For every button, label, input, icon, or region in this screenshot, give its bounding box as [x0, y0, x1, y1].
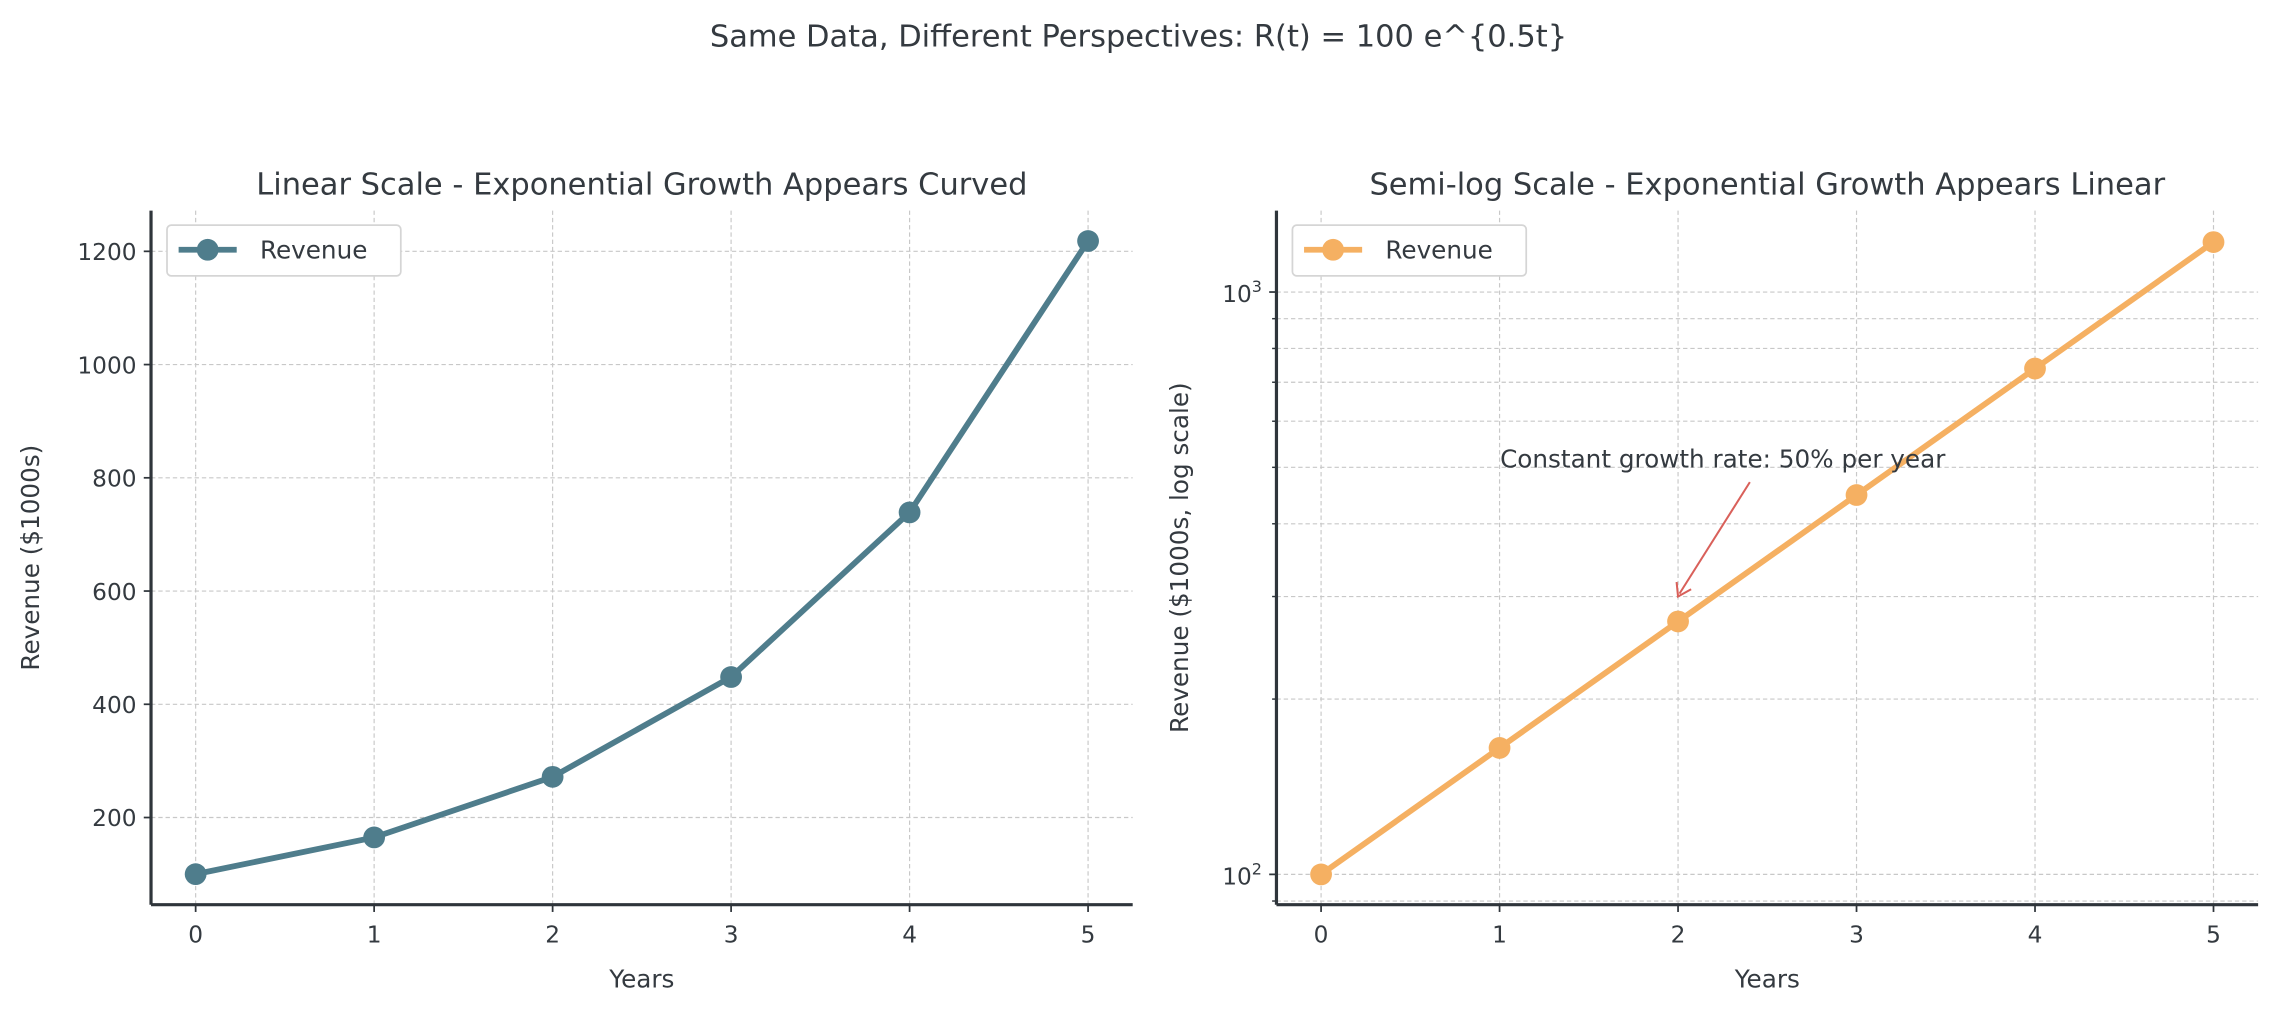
y-tick-label: 1200 [77, 239, 136, 266]
x-tick-label: 5 [2206, 921, 2221, 948]
y-tick-label: 102 [1222, 859, 1262, 890]
data-point [1310, 863, 1332, 886]
y-tick-base: 10 [1222, 281, 1252, 308]
y-axis-label: Revenue ($1000s, log scale) [1165, 382, 1194, 733]
y-tick-label: 800 [92, 466, 136, 493]
legend-marker-swatch [1322, 238, 1344, 261]
legend-label: Revenue [260, 235, 367, 264]
legend-box [166, 224, 402, 277]
x-tick-label: 1 [1492, 921, 1507, 948]
annotation-text: Constant growth rate: 50% per year [1500, 445, 1946, 474]
y-tick-exponent: 2 [1252, 859, 1262, 878]
data-point [2024, 357, 2046, 380]
y-tick-exponent: 3 [1252, 277, 1262, 296]
y-tick-label: 600 [92, 579, 136, 606]
x-tick-label: 4 [902, 921, 917, 948]
x-tick-label: 4 [2028, 921, 2043, 948]
y-tick-base: 10 [1222, 864, 1252, 891]
x-tick-label: 5 [1081, 921, 1096, 948]
data-point [1488, 737, 1511, 759]
x-tick-label: 2 [545, 921, 560, 948]
x-tick-label: 0 [188, 921, 203, 948]
data-point [1845, 484, 1868, 506]
x-tick-label: 0 [1314, 921, 1329, 948]
annotation-arrowhead [1675, 581, 1692, 599]
data-point [1667, 610, 1689, 633]
x-tick-label: 3 [724, 921, 739, 948]
data-point [184, 863, 207, 886]
data-point [541, 765, 564, 788]
series-line [1319, 239, 2216, 877]
x-axis-label: Years [1734, 964, 1800, 993]
y-tick-label: 400 [92, 692, 136, 719]
legend-label: Revenue [1385, 235, 1492, 264]
x-tick-label: 1 [367, 921, 382, 948]
chart-title: Semi-log Scale - Exponential Growth Appe… [1369, 168, 2165, 203]
y-tick-label: 1000 [77, 352, 136, 379]
data-point [1077, 230, 1099, 252]
linear-chart: 0 1 2 3 4 5 200 400 600 800 1000 1200 Linear Scale -… [16, 168, 1133, 993]
legend-marker-swatch [196, 238, 219, 261]
y-tick-label: 200 [92, 805, 136, 832]
annotation-arrow [1678, 481, 1751, 595]
data-point [363, 826, 386, 849]
series-line [195, 239, 1091, 877]
chart-title: Linear Scale - Exponential Growth Appear… [256, 168, 1027, 203]
data-point [2202, 231, 2225, 253]
x-axis-label: Years [608, 964, 674, 993]
figure-suptitle: Same Data, Different Perspectives: R(t) … [710, 19, 1567, 54]
data-point [898, 501, 921, 524]
data-point [720, 666, 742, 688]
x-tick-label: 2 [1671, 921, 1686, 948]
legend-box [1291, 224, 1528, 277]
x-tick-label: 3 [1849, 921, 1864, 948]
y-tick-label: 103 [1222, 277, 1262, 308]
y-axis-label: Revenue ($1000s) [16, 445, 45, 671]
